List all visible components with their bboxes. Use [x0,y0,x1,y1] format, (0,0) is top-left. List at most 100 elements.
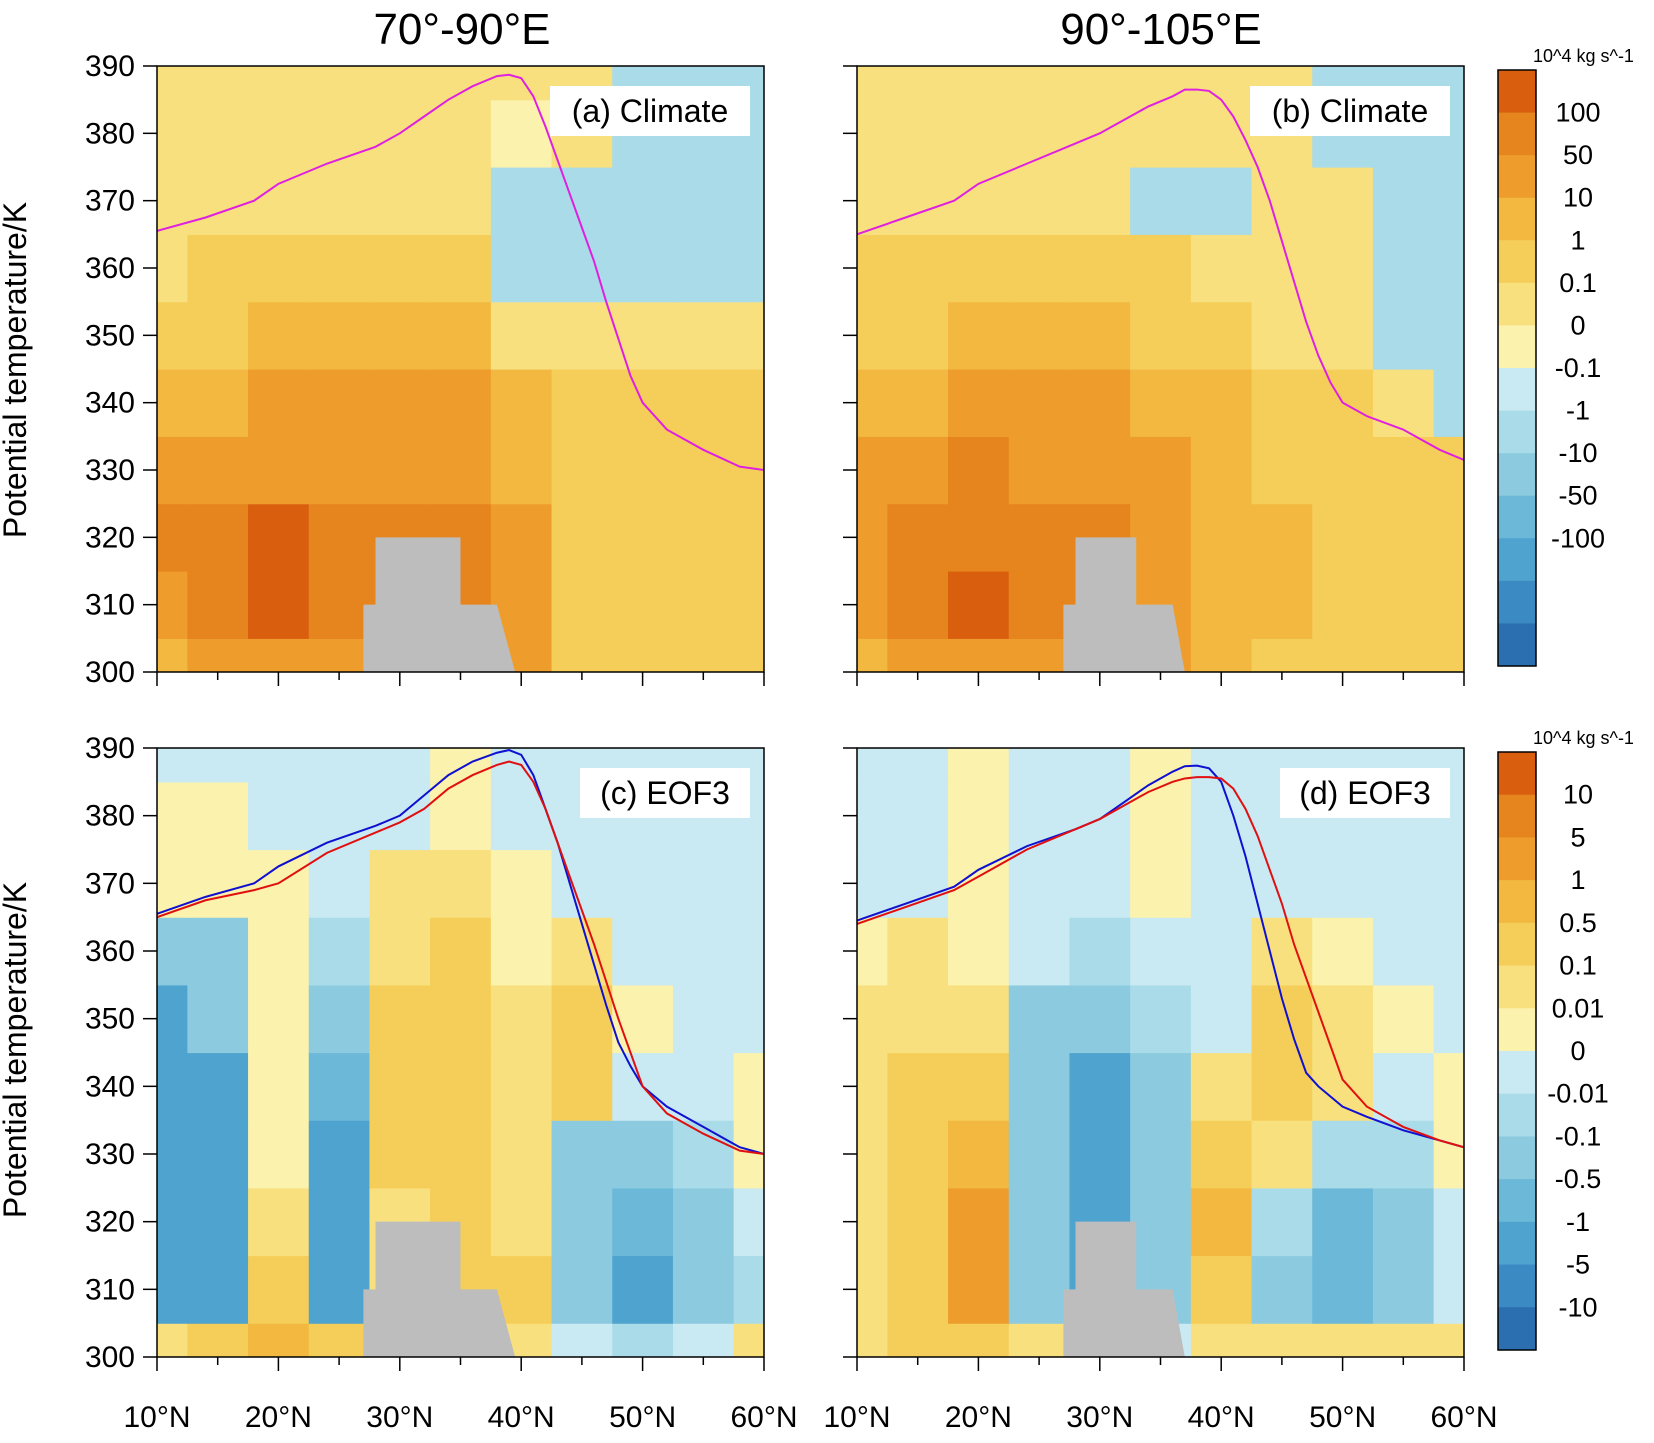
heat-cell [948,1255,1010,1324]
heat-cell [612,849,674,918]
heat-cell [248,99,310,168]
heat-cell [733,301,764,370]
heat-cell [1069,234,1131,303]
terrain-mask [363,1221,516,1357]
heat-cell [857,1323,888,1357]
heat-cell [948,1323,1010,1357]
heat-cell [187,436,249,505]
colorbar-eof3: 10 5 1 0.5 0.1 0.01 0 -0.01 -0.1 -0.5 -1 -5 -10 10^4 … [1497,728,1634,1351]
heat-cell [157,503,188,572]
heat-cell [1372,1120,1435,1189]
heat-cell [948,1120,1010,1189]
colorbar-swatch [1498,368,1536,412]
y-tick-label: 310 [85,1273,135,1306]
heat-cell [1008,748,1071,783]
heat-cell [1008,1255,1071,1324]
heat-cell [1251,984,1313,1054]
colorbar-swatch [1498,1136,1536,1180]
heat-cell [430,781,492,851]
heat-cell [1190,503,1253,572]
heat-cell [369,748,431,783]
heat-cell [490,503,553,572]
heat-cell [1251,571,1313,639]
heat-cell [490,984,553,1054]
heat-cell [1312,1187,1374,1257]
heat-cell [1251,1052,1313,1121]
y-tick-label: 350 [85,319,135,352]
heat-cell [1069,849,1131,918]
heat-cell [1433,1255,1464,1324]
contour-field [857,66,1464,672]
heat-cell [672,301,735,370]
heat-cell [248,503,310,572]
heat-cell [672,436,735,505]
heat-cell [733,1323,764,1357]
heat-cell [1251,436,1313,505]
heat-cell [430,917,492,986]
y-tick-label: 350 [85,1003,135,1036]
heat-cell [248,167,310,235]
heat-cell [430,301,492,370]
heat-cell [248,369,310,437]
heat-cell [248,1120,310,1189]
heat-cell [308,234,371,303]
heat-cell [1312,167,1374,235]
colorbar-swatch [1498,1179,1536,1223]
heat-cell [1008,1187,1071,1257]
heat-cell [248,1052,310,1121]
heat-cell [733,984,764,1054]
heat-cell [187,1255,249,1324]
heat-cell [1251,369,1313,437]
y-tick-label: 320 [85,521,135,554]
heat-cell [887,301,949,370]
y-tick-label: 360 [85,252,135,285]
heat-cell [248,917,310,986]
colorbar-label: -10 [1558,438,1597,468]
heat-cell [1312,301,1374,370]
heat-cell [733,1187,764,1257]
heat-cell [490,99,553,168]
heat-cell [1312,917,1374,986]
heat-cell [948,66,1010,101]
heat-cell [369,66,431,101]
heat-cell [1190,234,1253,303]
heat-cell [187,1323,249,1357]
panel-2: (b) Climate [843,65,1465,686]
heat-cell [1130,301,1192,370]
x-tick-label: 50°N [1309,1401,1376,1434]
heat-cell [857,167,888,235]
heat-cell [187,234,249,303]
heat-cell [308,1187,371,1257]
heat-cell [1312,503,1374,572]
heat-cell [308,436,371,505]
colorbar-swatch [1498,752,1536,796]
colorbar-label: 0.1 [1559,951,1597,981]
x-tick-label: 60°N [1430,1401,1497,1434]
heat-cell [551,1323,613,1357]
y-tick-label: 360 [85,935,135,968]
colorbar-label: 50 [1563,140,1593,170]
heat-cell [1372,1255,1435,1324]
heat-cell [1433,638,1464,672]
y-tick-label: 300 [85,1341,135,1374]
heat-cell [1008,167,1071,235]
heat-cell [948,638,1010,672]
heat-cell [157,234,188,303]
heat-cell [1190,1255,1253,1324]
heat-cell [308,369,371,437]
heat-cell [1130,234,1192,303]
heat-cell [1130,1187,1192,1257]
heat-cell [1433,436,1464,505]
heat-cell [187,984,249,1054]
y-tick-label: 370 [85,185,135,218]
heat-cell [157,1323,188,1357]
heat-cell [733,503,764,572]
colorbar-swatch [1498,155,1536,199]
heat-cell [1130,66,1192,101]
heat-cell [1312,1255,1374,1324]
heat-cell [187,167,249,235]
heat-cell [887,99,949,168]
heat-cell [672,1323,735,1357]
tropopause-line-1 [157,748,764,1155]
panel-label-box [580,768,750,818]
